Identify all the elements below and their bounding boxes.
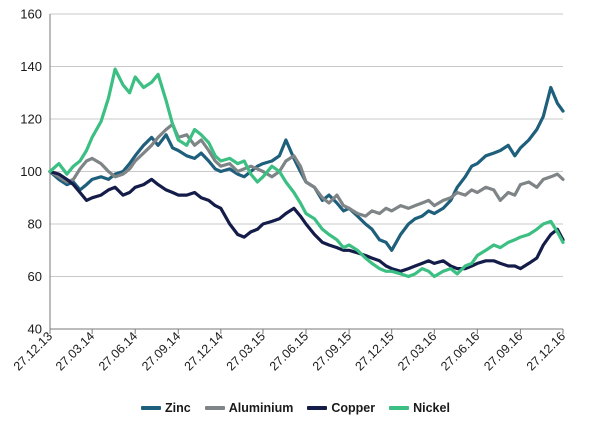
x-tick-label: 27.12.15 [352,329,396,373]
series-line-copper [48,169,565,273]
x-tick-label: 27.03.16 [395,329,439,373]
x-axis: 27.12.1327.03.1427.06.1427.09.1427.12.14… [11,328,568,374]
y-tick-label: 120 [20,112,42,127]
legend-item-aluminium: Aluminium [204,401,294,415]
y-tick-label: 160 [20,7,42,22]
legend-label-nickel: Nickel [413,401,450,415]
series-line-aluminium [48,122,565,218]
x-tick-label: 27.09.16 [481,329,525,373]
x-tick-label: 27.06.15 [267,329,311,373]
x-tick-label: 27.06.16 [438,329,482,373]
legend-item-nickel: Nickel [389,401,450,415]
legend-label-copper: Copper [331,401,376,415]
y-tick-label: 140 [20,59,42,74]
y-tick-label: 80 [28,217,42,232]
legend-swatch-nickel [389,406,410,410]
x-tick-label: 27.03.14 [53,329,97,373]
y-tick-label: 100 [20,164,42,179]
legend-swatch-aluminium [204,406,225,410]
legend-label-zinc: Zinc [165,401,191,415]
legend-swatch-zinc [141,406,162,410]
plot-area [48,67,565,279]
y-tick-label: 40 [28,322,42,337]
legend-item-zinc: Zinc [141,401,191,415]
legend-label-aluminium: Aluminium [228,401,294,415]
x-tick-label: 27.09.14 [139,329,183,373]
legend-swatch-copper [307,406,328,410]
x-tick-label: 27.12.16 [524,329,568,373]
legend: Zinc Aluminium Copper Nickel [0,398,591,418]
x-tick-label: 27.06.14 [96,329,140,373]
x-tick-label: 27.03.15 [224,329,268,373]
legend-item-copper: Copper [307,401,375,415]
series-line-nickel [48,67,565,279]
x-tick-label: 27.12.14 [182,329,226,373]
y-axis: 40 60 80 100 120 140 160 [20,7,51,337]
y-tick-label: 60 [28,269,42,284]
x-tick-label: 27.09.15 [310,329,354,373]
